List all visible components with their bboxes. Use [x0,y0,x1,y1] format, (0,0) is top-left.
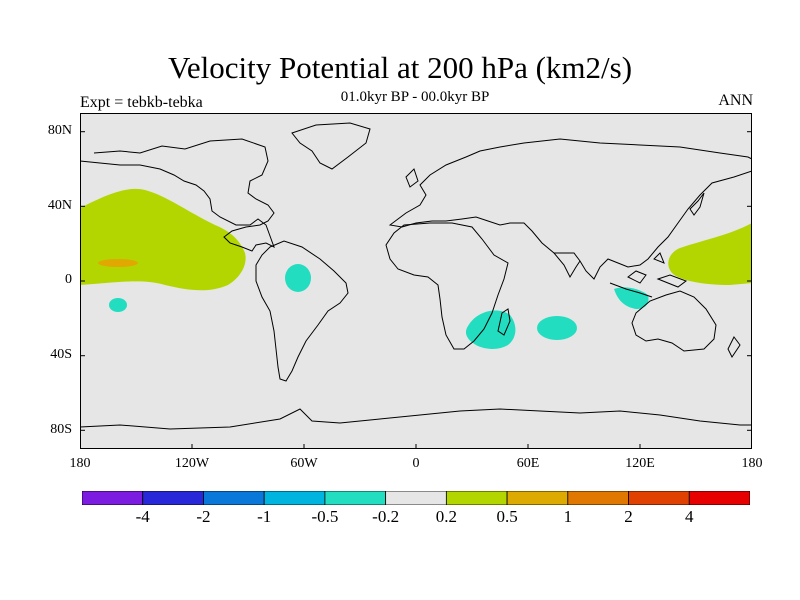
lat-label-40s: 40S [50,347,72,362]
lon-label-180-west: 180 [69,456,91,471]
world-map [80,113,752,449]
south-america-coastline [255,240,349,382]
colorbar-swatch [324,491,387,505]
lat-label-80s: 80S [50,422,72,437]
colorbar-label: 1 [563,507,573,526]
equatorial-pacific-core [98,259,138,267]
colorbar-label: 2 [624,507,633,526]
africa-coastline [385,222,509,350]
map-panel [80,113,752,449]
lat-label-80n: 80N [47,123,72,138]
colorbar-swatch [688,491,750,505]
map-ticks [80,131,752,449]
eurasia-coastline [388,138,752,280]
colorbar-label: -4 [135,507,150,526]
south-pacific-negative [109,298,127,312]
antarctica-coastline [80,408,752,430]
colorbar-label: -0.2 [372,507,400,526]
australia-coastline [631,290,717,352]
colorbar-label: -1 [257,507,272,526]
colorbar-swatch [385,491,447,505]
experiment-label: Expt = tebkb-tebka [80,94,203,111]
greenland-coastline [291,122,371,170]
lat-label-0: 0 [65,272,72,287]
japan-coastline [689,192,705,216]
colorbar-swatch [445,491,508,505]
colorbar-label: 4 [685,507,694,526]
new-zealand-coastline [727,336,741,358]
coastlines [80,122,752,430]
colorbar-swatch [567,491,629,505]
colorbar-swatch [82,491,144,505]
north-america-coastline [80,138,275,252]
india-coastline [553,252,581,279]
indian-ocean-negative [537,316,577,340]
indonesia-coastline [609,252,688,298]
madagascar-coastline [497,308,511,336]
madagascar-negative [465,310,516,349]
lon-label-0: 0 [412,456,420,471]
colorbar-label: -0.5 [311,507,339,526]
colorbar-label: 0.2 [435,507,457,526]
colorbar-swatch [203,491,265,505]
colorbar-swatch [263,491,326,505]
british-isles-coastline [405,168,419,188]
western-pacific-positive [668,223,752,285]
colorbar-swatch [142,491,204,505]
lon-label-120w: 120W [174,456,210,471]
lat-label-40n: 40N [47,198,72,213]
lon-label-120e: 120E [625,456,655,471]
period-subtitle: 01.0kyr BP - 00.0kyr BP [340,89,490,105]
lon-label-60w: 60W [290,456,318,471]
season-label: ANN [718,92,753,109]
colorbar [82,491,750,505]
lon-label-180-east: 180 [741,456,763,471]
amazon-negative [285,264,311,292]
colorbar-swatch [506,491,569,505]
lon-label-60e: 60E [516,456,540,471]
chart-title: Velocity Potential at 200 hPa (km2/s) [167,50,633,85]
colorbar-swatch [628,491,690,505]
colorbar-swatches [82,491,750,505]
colorbar-label: 0.5 [496,507,518,526]
colorbar-label: -2 [196,507,211,526]
